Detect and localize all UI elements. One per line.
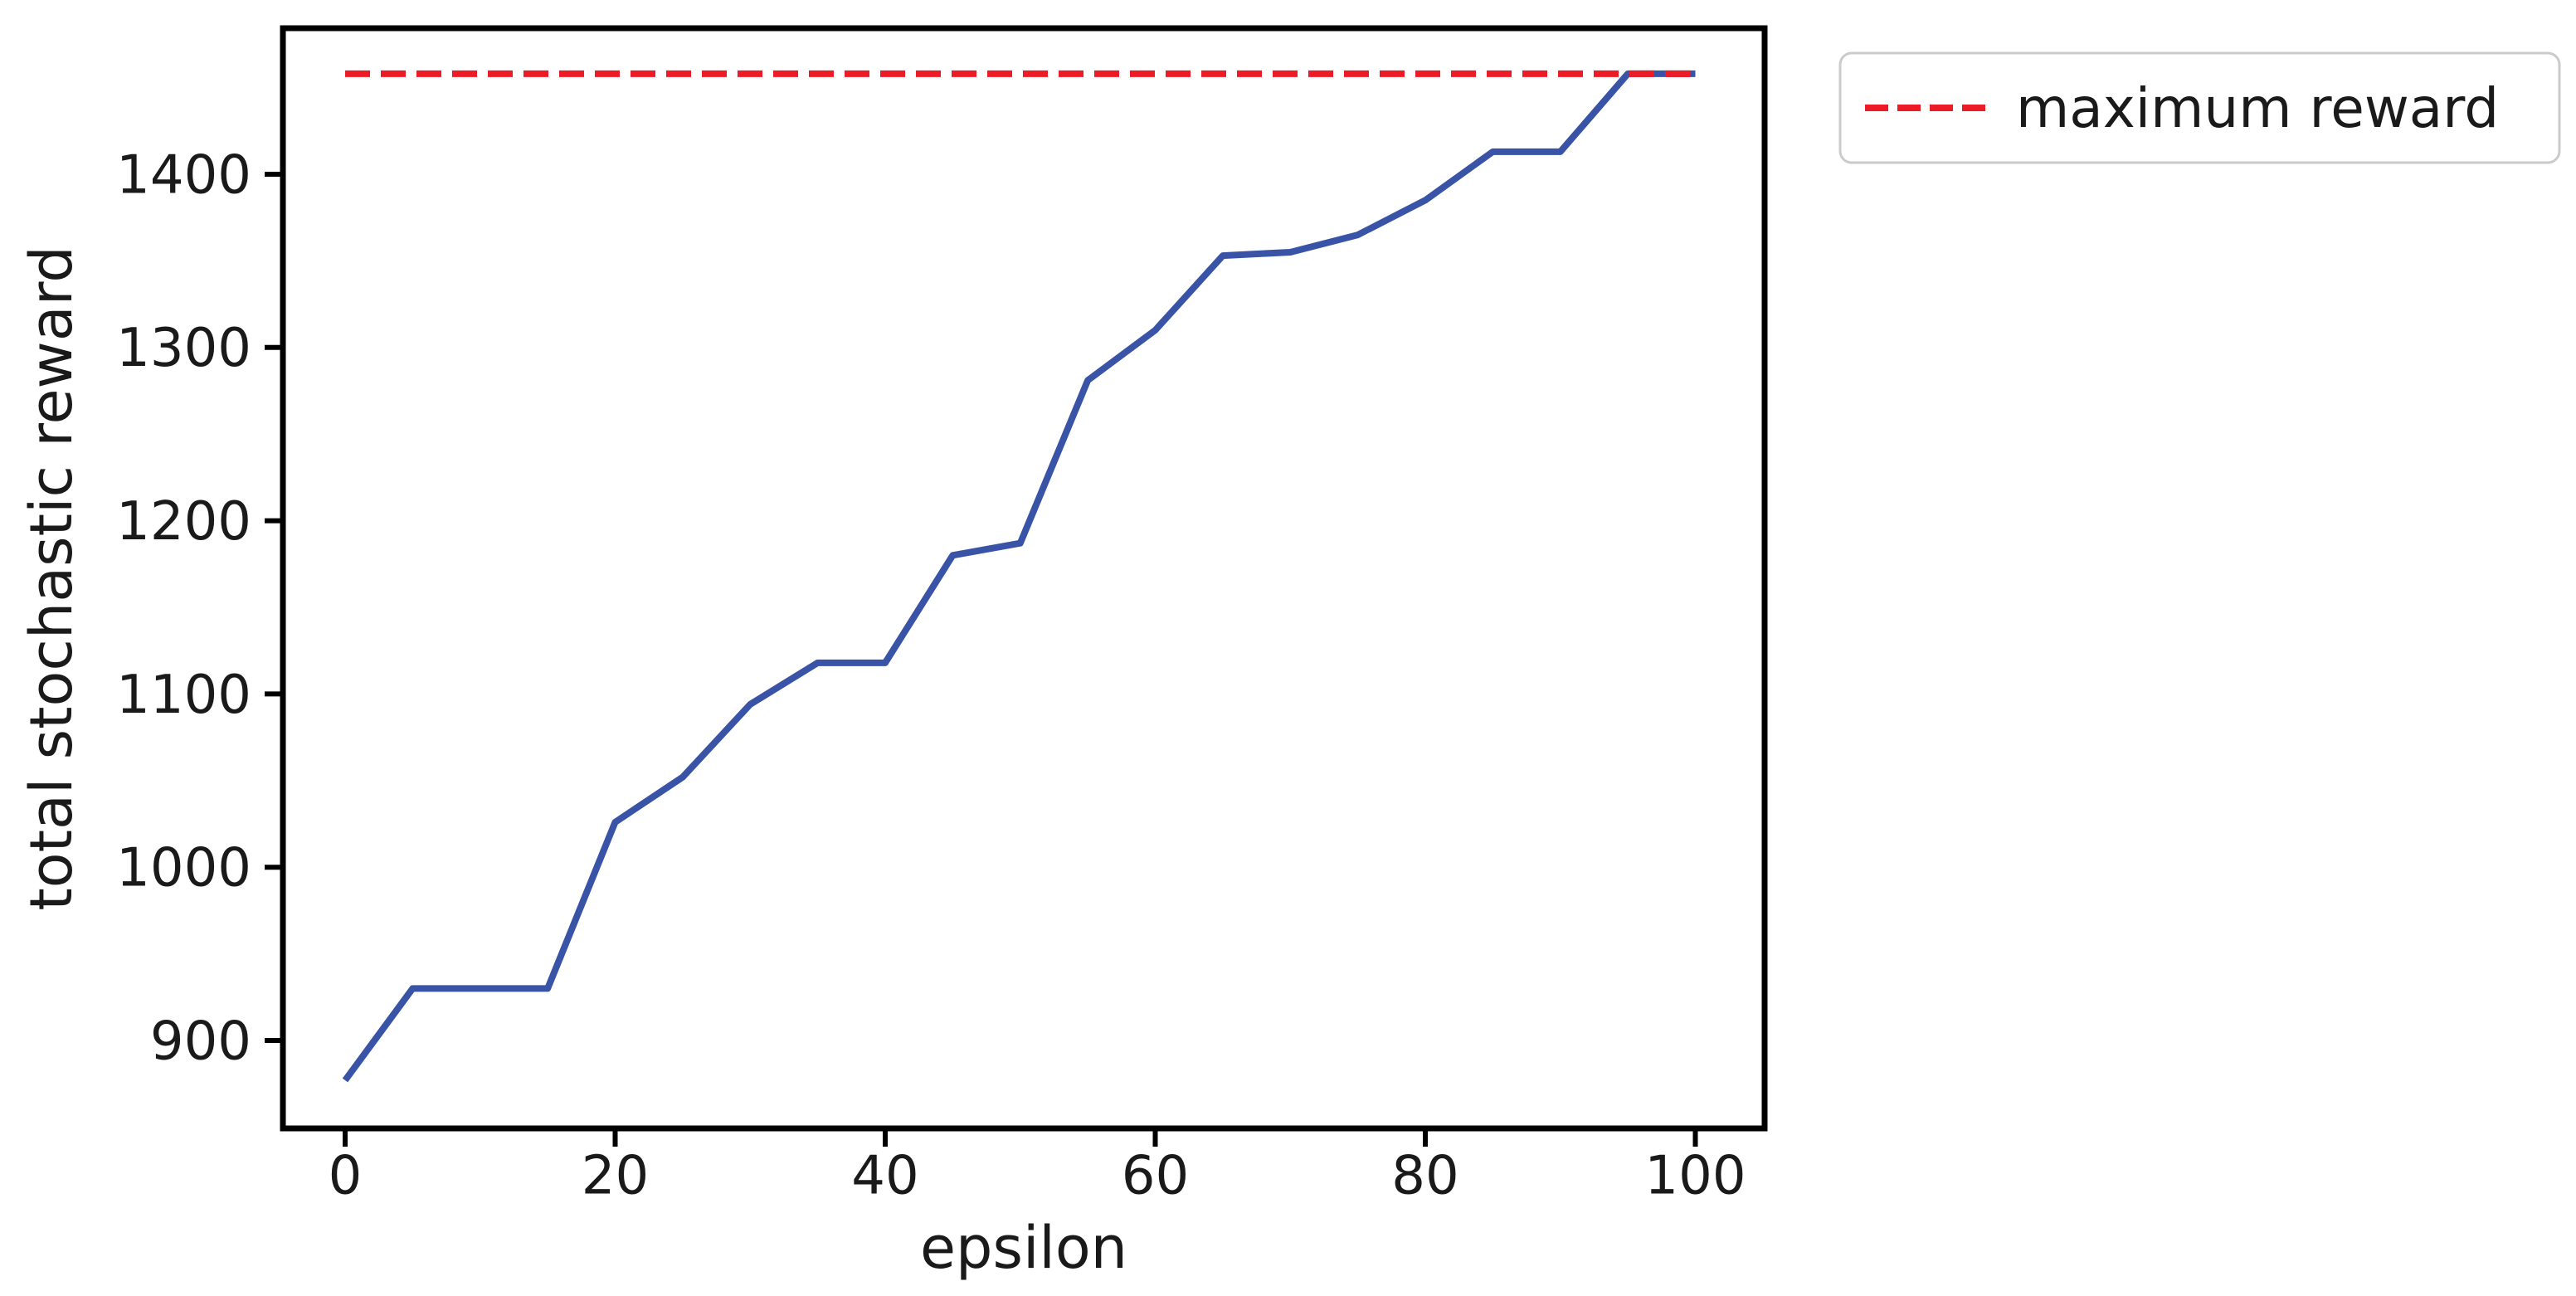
- legend-box: [1838, 51, 2561, 164]
- legend-label: maximum reward: [2016, 76, 2499, 140]
- y-tick-label: 1000: [116, 838, 251, 899]
- x-tick-label: 40: [851, 1145, 918, 1206]
- x-tick-label: 20: [582, 1145, 649, 1206]
- y-tick-label: 1200: [116, 491, 251, 553]
- x-tick-label: 80: [1391, 1145, 1458, 1206]
- reward-curve: [342, 70, 1696, 1083]
- x-axis-ticks: 0 20 40 60 80 100: [329, 1128, 1746, 1206]
- x-tick-label: 0: [329, 1145, 363, 1206]
- legend: maximum reward: [1838, 51, 2561, 164]
- y-tick-label: 900: [150, 1011, 251, 1072]
- x-tick-label: 60: [1122, 1145, 1189, 1206]
- y-axis-label: total stochastic reward: [17, 246, 85, 910]
- plot-series: [342, 70, 1696, 1083]
- y-tick-label: 1400: [116, 144, 251, 206]
- x-axis-label: epsilon: [920, 1214, 1127, 1282]
- y-tick-label: 1300: [116, 318, 251, 379]
- y-tick-label: 1100: [116, 665, 251, 726]
- plot-area: [280, 25, 1768, 1132]
- x-tick-label: 100: [1644, 1145, 1746, 1206]
- y-axis-ticks: 900 1000 1100 1200 1300 1400: [116, 144, 283, 1072]
